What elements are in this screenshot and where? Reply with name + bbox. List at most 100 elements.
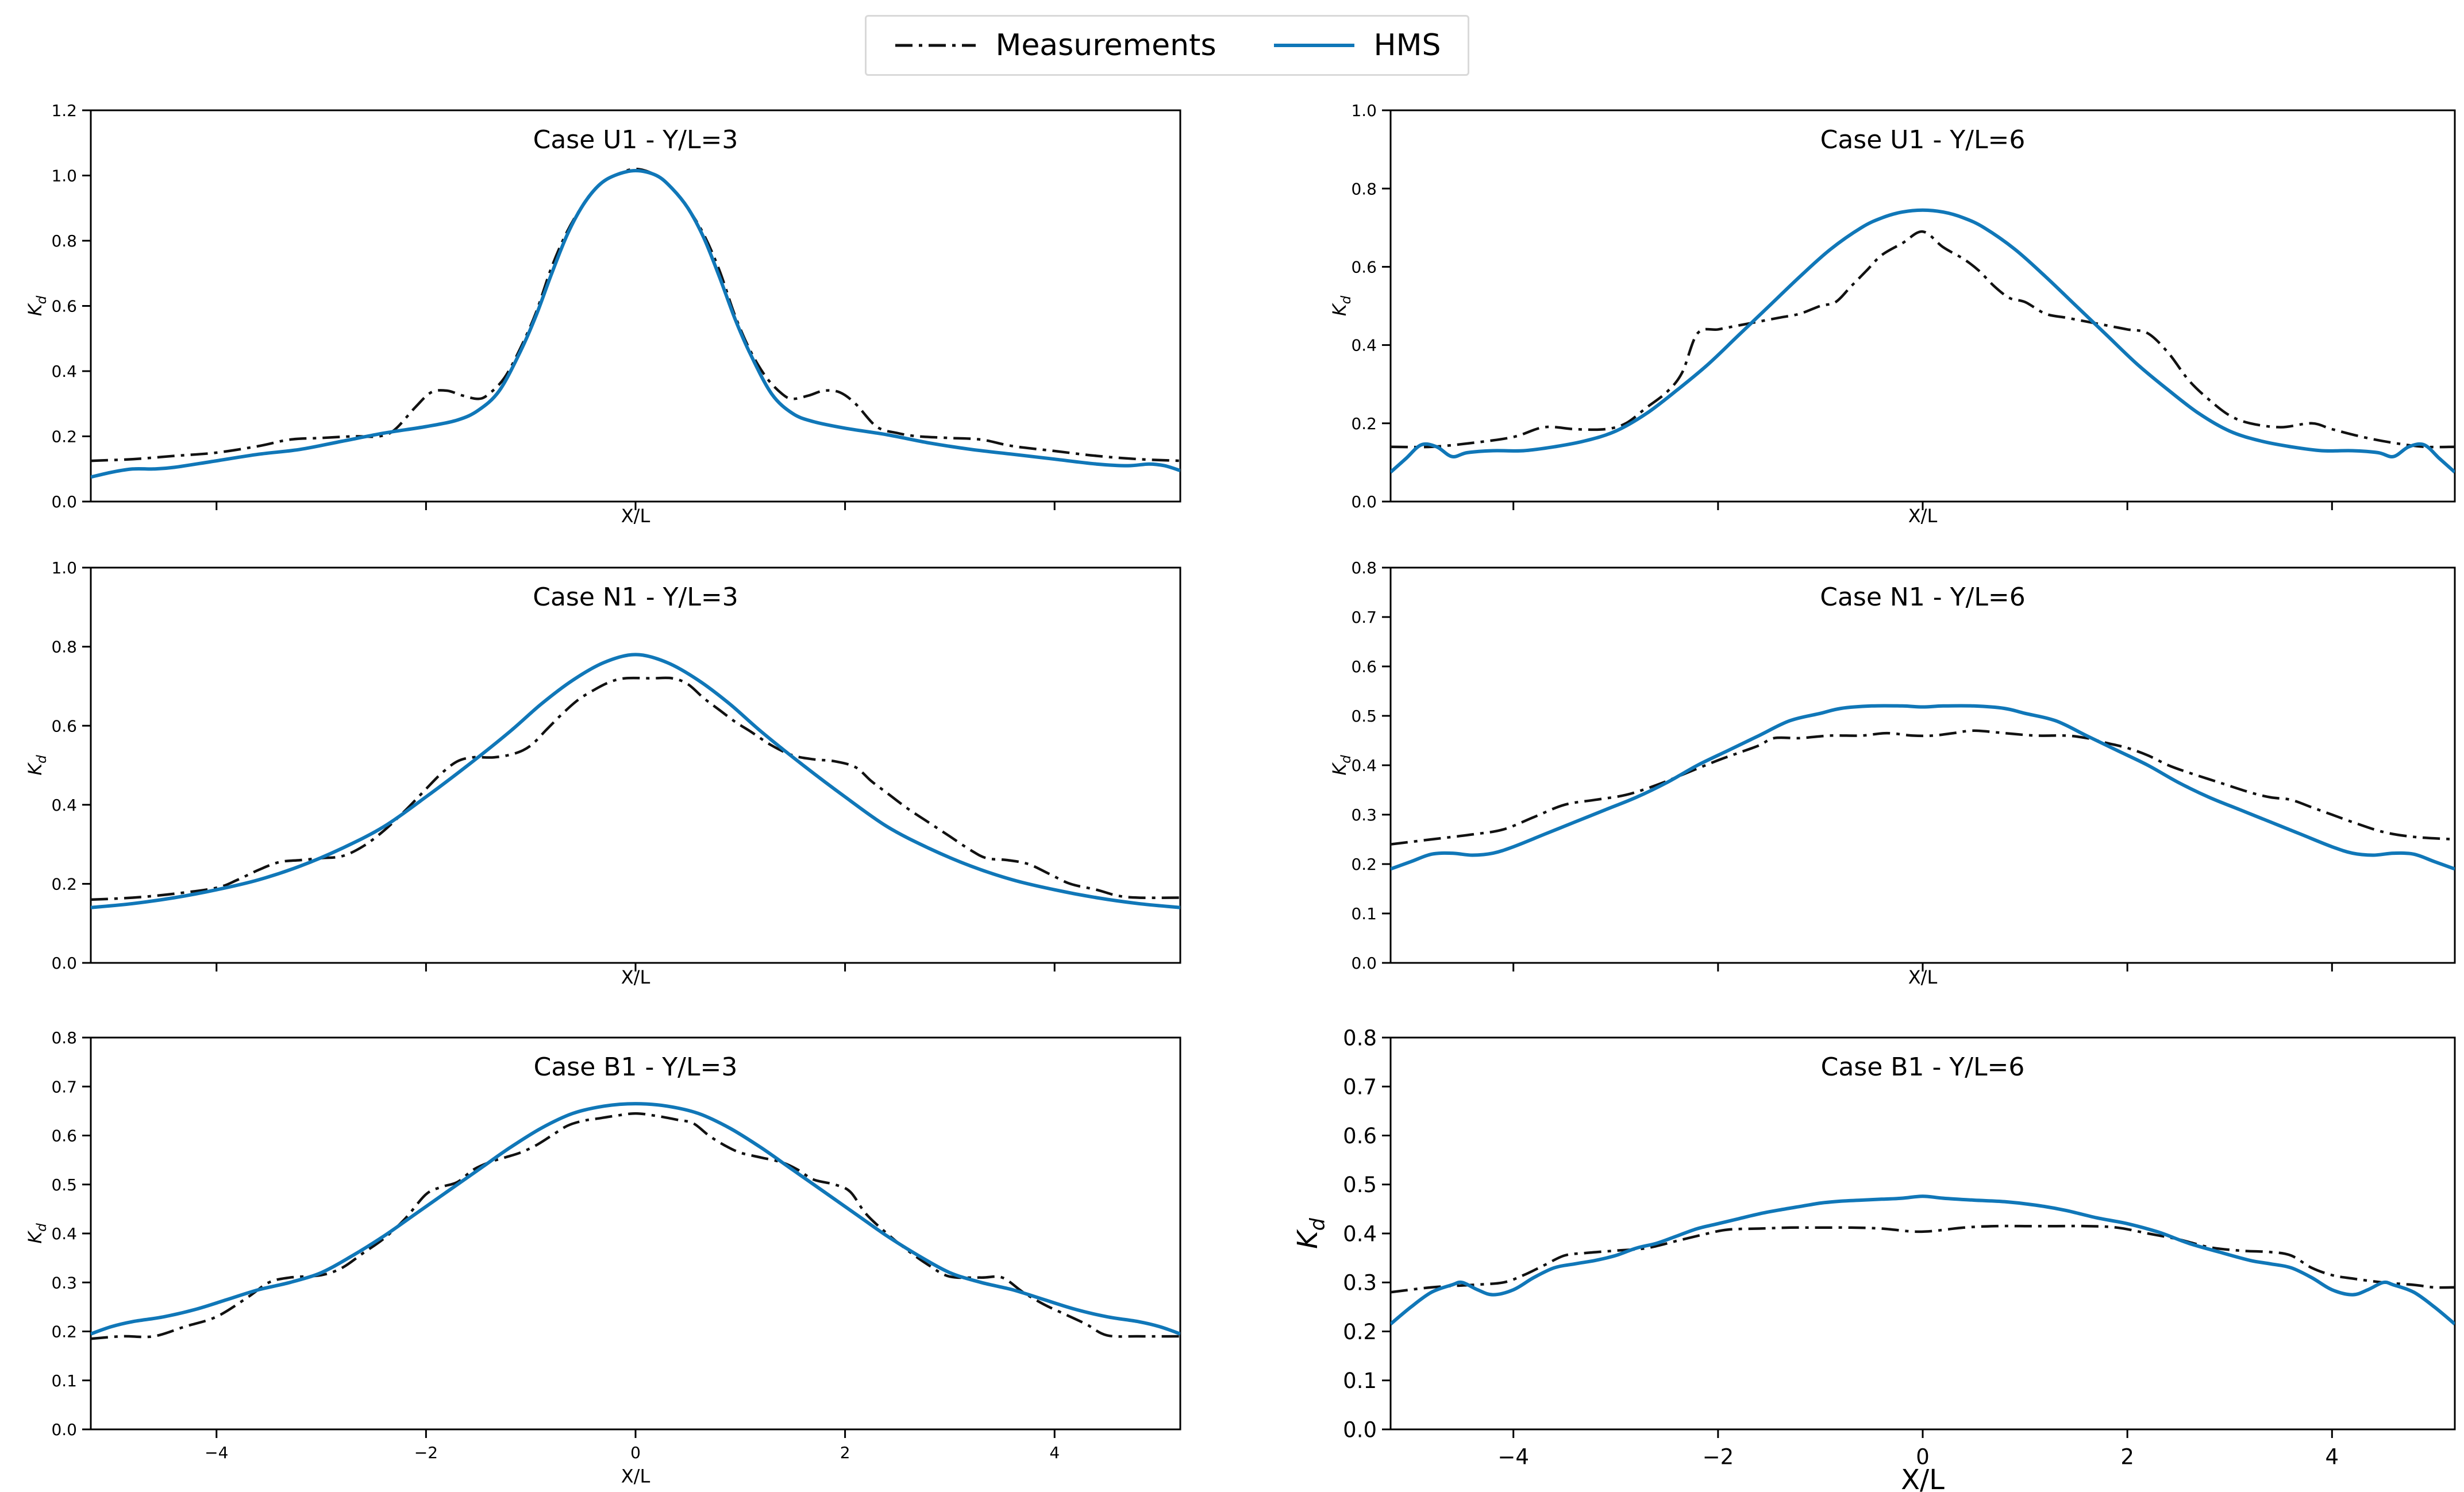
y-tick-label: 0.1 <box>1343 1368 1377 1393</box>
legend-label-hms: HMS <box>1373 28 1441 63</box>
x-axis-label: X/L <box>1901 1464 1945 1492</box>
y-axis-label: Kd <box>1329 295 1354 316</box>
y-tick-label: 0.2 <box>51 427 77 446</box>
y-tick-label: 0.2 <box>1351 414 1377 433</box>
y-tick-label: 0.4 <box>51 1224 77 1243</box>
subplot-title: Case B1 - Y/L=6 <box>1821 1053 2025 1082</box>
y-axis-label: Kd <box>24 1223 49 1244</box>
y-tick-label: 0.2 <box>51 874 77 893</box>
series-line-measurements <box>91 1112 1180 1340</box>
y-tick-label: 0.8 <box>1351 558 1377 577</box>
y-tick-label: 0.4 <box>51 796 77 815</box>
series-line-measurements <box>91 676 1180 901</box>
x-tick-label: 2 <box>2120 1445 2134 1470</box>
y-tick-label: 0.4 <box>1351 756 1377 775</box>
y-tick-label: 0.6 <box>1351 257 1377 276</box>
x-tick-label: −2 <box>414 1443 438 1462</box>
subplot-title: Case B1 - Y/L=3 <box>534 1053 738 1082</box>
series-line-hms <box>1391 704 2455 871</box>
series-line-hms <box>91 1102 1180 1336</box>
series-line-measurements <box>1391 230 2455 449</box>
y-tick-label: 0.6 <box>1351 657 1377 676</box>
x-axis-label: X/L <box>621 505 650 527</box>
y-tick-label: 0.4 <box>1351 336 1377 355</box>
y-axis-label: Kd <box>1292 1217 1329 1248</box>
y-tick-label: 0.0 <box>51 954 77 973</box>
y-tick-label: 0.7 <box>1351 608 1377 627</box>
x-axis-label: X/L <box>621 1465 650 1487</box>
plot-frame <box>1389 109 2456 503</box>
plot-frame <box>1389 566 2456 964</box>
x-tick-label: 4 <box>1049 1443 1060 1462</box>
legend-item-hms: HMS <box>1272 30 1441 60</box>
subplot-title: Case N1 - Y/L=6 <box>1820 583 2026 612</box>
series-line-hms <box>1391 1194 2455 1325</box>
series-line-hms <box>1391 208 2455 474</box>
y-axis-label: Kd <box>1329 755 1354 776</box>
y-tick-label: 0.0 <box>51 492 77 511</box>
y-tick-label: 0.5 <box>1343 1173 1377 1197</box>
series-line-measurements <box>91 167 1180 462</box>
y-tick-label: 0.5 <box>1351 707 1377 726</box>
y-tick-label: 0.3 <box>1343 1271 1377 1296</box>
x-tick-label: −2 <box>1703 1445 1734 1470</box>
series-line-hms <box>91 169 1180 479</box>
y-tick-label: 0.8 <box>51 638 77 657</box>
y-tick-label: 0.0 <box>51 1420 77 1439</box>
y-tick-label: 0.8 <box>51 1028 77 1047</box>
y-tick-label: 0.0 <box>1351 492 1377 511</box>
x-tick-label: 0 <box>1916 1445 1930 1470</box>
subplot-title: Case N1 - Y/L=3 <box>533 583 738 612</box>
y-tick-label: 0.6 <box>51 297 77 316</box>
subplot-title: Case U1 - Y/L=3 <box>533 125 738 155</box>
x-tick-label: −4 <box>205 1443 228 1462</box>
y-tick-label: 1.0 <box>51 167 77 186</box>
y-tick-label: 0.3 <box>1351 805 1377 824</box>
series-line-measurements <box>1391 1224 2455 1294</box>
y-tick-label: 0.4 <box>1343 1221 1377 1246</box>
plot-frame <box>1389 1036 2456 1431</box>
x-axis-label: X/L <box>1908 505 1938 527</box>
y-tick-label: 0.2 <box>1351 855 1377 874</box>
y-tick-label: 0.7 <box>1343 1075 1377 1100</box>
y-tick-label: 0.7 <box>51 1077 77 1096</box>
legend: Measurements HMS <box>865 15 1469 76</box>
subplot-title: Case U1 - Y/L=6 <box>1820 125 2026 155</box>
y-tick-label: 0.4 <box>51 362 77 381</box>
x-tick-label: 0 <box>630 1443 641 1462</box>
y-tick-label: 0.8 <box>51 232 77 250</box>
y-axis-label: Kd <box>24 755 49 776</box>
y-tick-label: 0.2 <box>1343 1320 1377 1344</box>
y-axis-label: Kd <box>24 295 49 316</box>
x-axis-label: X/L <box>1908 966 1938 988</box>
x-tick-label: 4 <box>2326 1445 2339 1470</box>
y-tick-label: 0.6 <box>51 1127 77 1146</box>
y-tick-label: 0.1 <box>1351 904 1377 923</box>
plot-frame <box>90 1036 1181 1431</box>
y-tick-label: 0.1 <box>51 1371 77 1390</box>
y-tick-label: 0.6 <box>1343 1124 1377 1148</box>
y-tick-label: 0.8 <box>1351 179 1377 198</box>
x-tick-label: 2 <box>840 1443 850 1462</box>
series-line-measurements <box>1391 729 2455 846</box>
y-tick-label: 0.6 <box>51 716 77 735</box>
legend-item-measurements: Measurements <box>893 30 1216 60</box>
legend-label-measurements: Measurements <box>995 28 1216 63</box>
y-tick-label: 0.3 <box>51 1273 77 1292</box>
plot-frame <box>90 566 1181 964</box>
y-tick-label: 1.0 <box>1351 101 1377 120</box>
solid-line-sample-icon <box>1273 44 1354 47</box>
y-tick-label: 0.8 <box>1343 1025 1377 1050</box>
series-line-hms <box>91 653 1180 909</box>
y-tick-label: 0.0 <box>1351 954 1377 973</box>
y-tick-label: 0.2 <box>51 1323 77 1341</box>
y-tick-label: 1.2 <box>51 101 77 120</box>
y-tick-label: 1.0 <box>51 558 77 577</box>
y-tick-label: 0.5 <box>51 1175 77 1194</box>
x-tick-label: −4 <box>1497 1445 1529 1470</box>
y-tick-label: 0.0 <box>1343 1417 1377 1442</box>
dashdot-line-sample-icon <box>895 44 976 47</box>
x-axis-label: X/L <box>621 966 650 988</box>
